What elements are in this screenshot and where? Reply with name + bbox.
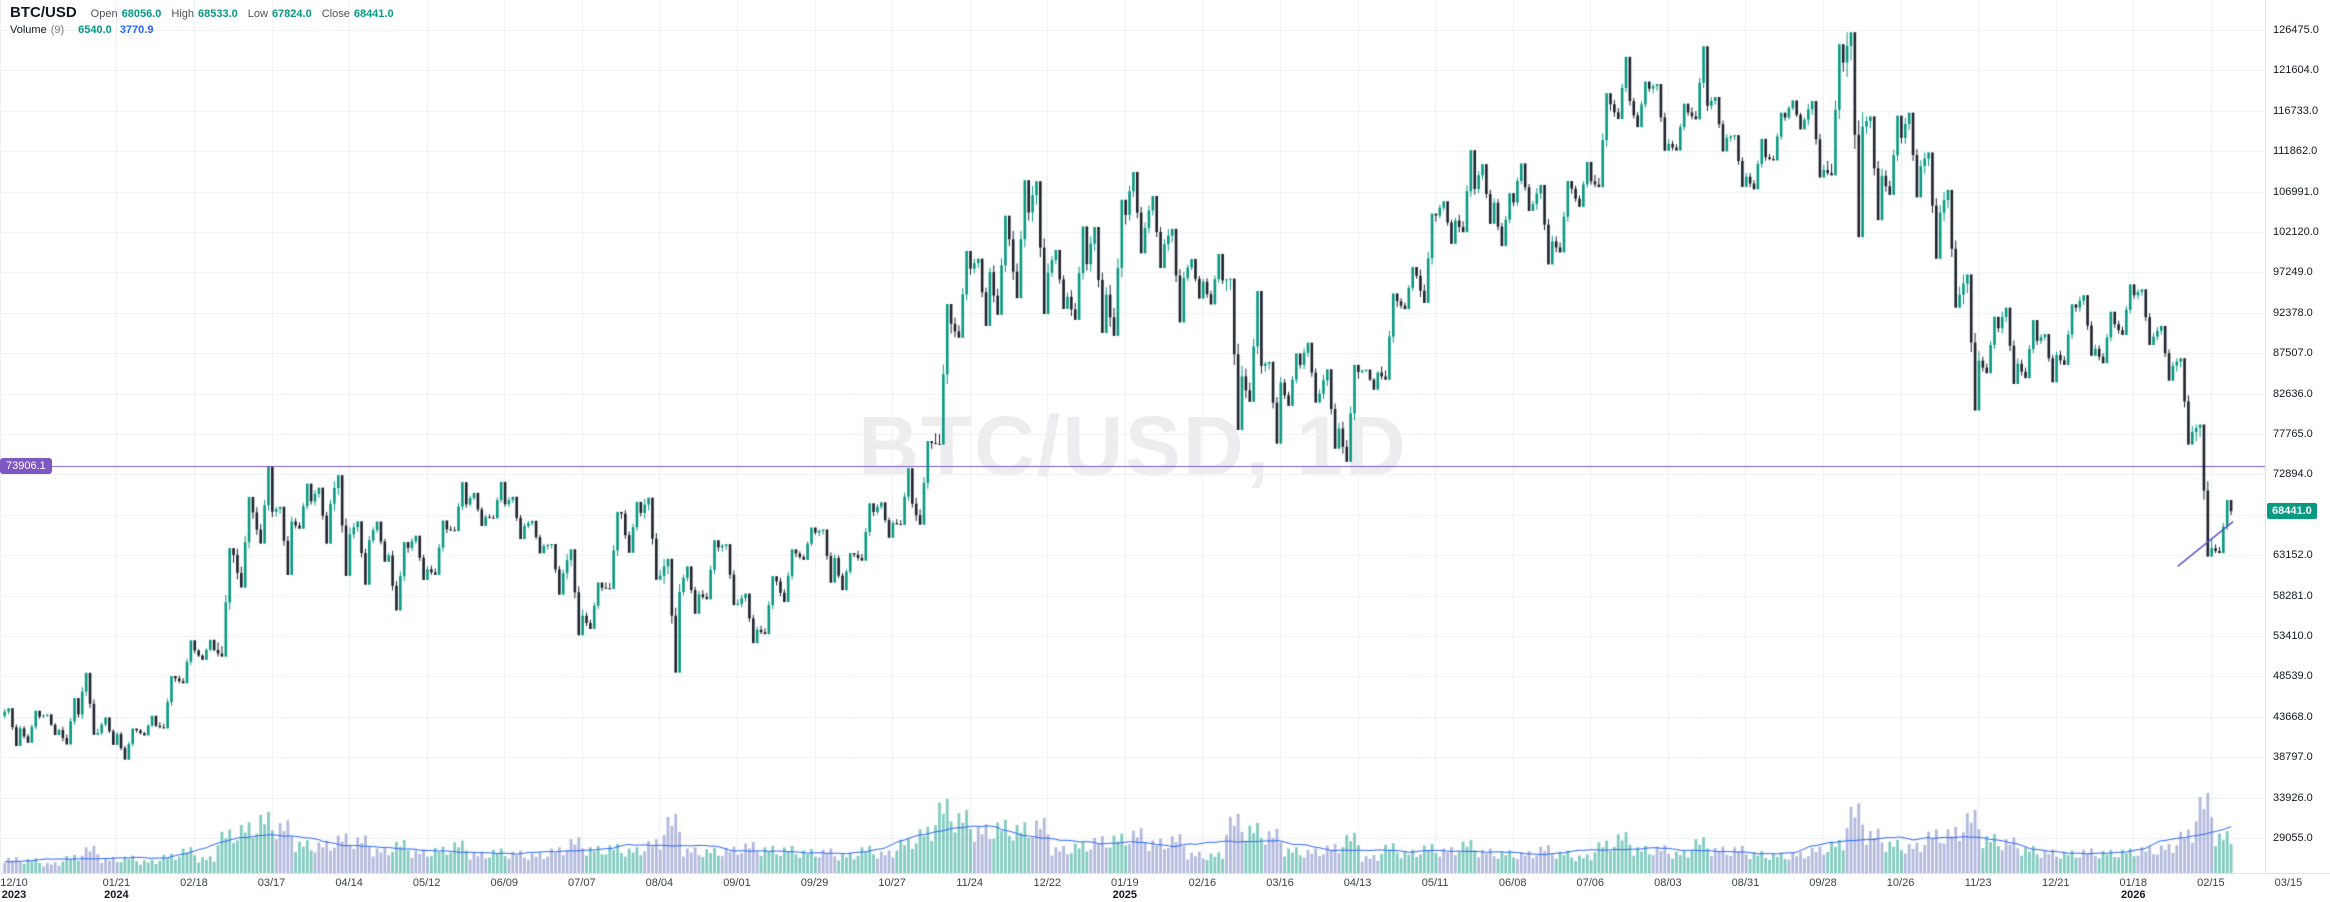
- time-year-label: 2024: [104, 889, 129, 901]
- low-value: 67824.0: [271, 8, 312, 20]
- volume-label[interactable]: Volume: [10, 24, 47, 36]
- time-tick-label: 03/16: [1266, 877, 1294, 889]
- volume-row: Volume (9) 6540.0 3770.9: [10, 22, 404, 38]
- time-tick-label: 02/18: [180, 877, 208, 889]
- time-tick-label: 11/23: [1964, 877, 1992, 889]
- price-tick-label: 38797.0: [2273, 751, 2313, 764]
- time-tick-label: 09/01: [723, 877, 751, 889]
- time-tick-label: 07/06: [1576, 877, 1605, 889]
- time-tick-label: 12/10: [0, 877, 28, 889]
- price-tick-label: 58281.0: [2273, 589, 2313, 602]
- time-tick-label: 08/03: [1654, 877, 1682, 889]
- time-tick-label: 04/13: [1343, 877, 1372, 889]
- volume-value: 6540.0: [78, 24, 112, 36]
- time-tick-label: 02/16: [1188, 877, 1217, 889]
- time-tick-label: 01/19: [1111, 877, 1139, 889]
- time-tick-label: 01/21: [102, 877, 131, 889]
- time-year-label: 2026: [2121, 889, 2146, 901]
- high-label: High: [171, 8, 194, 20]
- price-tick-label: 29055.0: [2273, 832, 2313, 844]
- price-tick-label: 126475.0: [2273, 24, 2319, 36]
- low-label: Low: [247, 8, 268, 20]
- price-tick-label: 77765.0: [2273, 428, 2313, 440]
- open-label: Open: [90, 8, 118, 20]
- price-tick-label: 48539.0: [2273, 670, 2313, 683]
- price-tick-label: 63152.0: [2273, 549, 2313, 562]
- time-tick-label: 10/26: [1886, 877, 1915, 889]
- high-value: 68533.0: [197, 8, 238, 20]
- time-year-label: 2025: [1112, 889, 1138, 901]
- time-tick-label: 10/27: [878, 877, 906, 889]
- price-tick-label: 116733.0: [2273, 104, 2319, 117]
- time-tick-label: 03/17: [257, 877, 286, 889]
- price-tick-label: 111862.0: [2273, 145, 2318, 158]
- open-value: 68056.0: [121, 8, 162, 20]
- price-tick-label: 82636.0: [2273, 387, 2313, 400]
- price-tick-label: 72894.0: [2273, 468, 2313, 481]
- time-tick-label: 12/21: [2041, 877, 2070, 889]
- volume-param: (9): [50, 24, 65, 36]
- time-tick-label: 01/18: [2119, 877, 2148, 889]
- ohlc-row: BTC/USD Open 68056.0 High 68533.0 Low 67…: [10, 5, 404, 22]
- price-tick-label: 92378.0: [2273, 306, 2313, 319]
- time-tick-label: 11/24: [956, 877, 984, 889]
- current-price-badge: 68441.0: [2267, 503, 2317, 520]
- time-year-label: 2023: [1, 889, 27, 901]
- time-tick-label: 07/07: [568, 877, 596, 889]
- price-tick-label: 106991.0: [2273, 185, 2319, 198]
- price-tick-label: 53410.0: [2273, 630, 2313, 642]
- time-tick-label: 06/08: [1498, 877, 1527, 889]
- price-axis[interactable]: 68441.0 126475.0 121604.0 116733.0 111862.0…: [2265, 0, 2330, 874]
- time-tick-label: 09/29: [800, 877, 829, 889]
- price-level-badge[interactable]: 73906.1: [0, 458, 52, 474]
- time-tick-label: 12/22: [1033, 877, 1062, 889]
- price-tick-label: 97249.0: [2273, 266, 2313, 279]
- symbol-title[interactable]: BTC/USD: [10, 4, 77, 21]
- price-tick-label: 102120.0: [2273, 226, 2319, 238]
- close-value: 68441.0: [353, 8, 394, 20]
- price-tick-label: 33926.0: [2273, 791, 2313, 804]
- volume-ma-value: 3770.9: [119, 24, 154, 36]
- price-tick-label: 87507.0: [2273, 347, 2313, 360]
- time-tick-label: 05/12: [412, 877, 441, 889]
- price-tick-label: 121604.0: [2273, 64, 2319, 77]
- time-tick-label: 05/11: [1421, 877, 1449, 889]
- time-tick-label: 02/15: [2197, 877, 2225, 889]
- time-axis[interactable]: 12/10 2023 01/21 2024 02/18 03/17 04/14 05/12 06…: [0, 873, 2330, 902]
- time-tick-label: 08/31: [1731, 877, 1760, 889]
- price-tick-label: 43668.0: [2273, 710, 2313, 723]
- time-tick-label: 08/04: [645, 877, 674, 889]
- time-tick-label: 06/09: [490, 877, 518, 889]
- time-tick-label: 09/28: [1809, 877, 1837, 889]
- chart-legend: BTC/USD Open 68056.0 High 68533.0 Low 67…: [10, 5, 404, 38]
- time-tick-label: 03/15: [2274, 877, 2303, 889]
- close-label: Close: [321, 8, 350, 20]
- time-tick-label: 04/14: [335, 877, 363, 889]
